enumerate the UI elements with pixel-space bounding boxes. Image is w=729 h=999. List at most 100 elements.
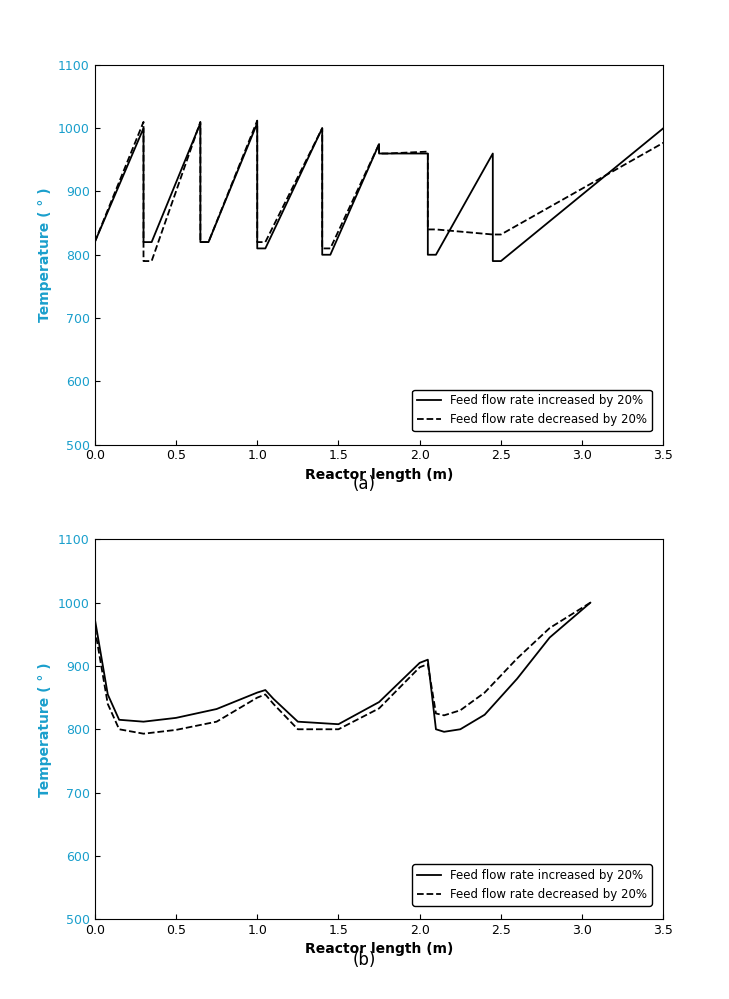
Feed flow rate decreased by 20% <box>326 243 335 255</box>
Feed flow rate decreased by 20% <box>318 243 327 255</box>
Feed flow rate decreased by 20% <box>114 723 123 735</box>
Feed flow rate increased by 20% <box>171 712 180 724</box>
Feed flow rate decreased by 20% <box>456 704 464 716</box>
Feed flow rate decreased by 20% <box>375 138 383 150</box>
Feed flow rate decreased by 20% <box>212 715 221 727</box>
Feed flow rate increased by 20% <box>253 686 262 698</box>
Feed flow rate increased by 20% <box>424 653 432 665</box>
Feed flow rate increased by 20% <box>104 688 112 700</box>
Legend: Feed flow rate increased by 20%, Feed flow rate decreased by 20%: Feed flow rate increased by 20%, Feed fl… <box>413 864 652 905</box>
Y-axis label: Temperature ( ° ): Temperature ( ° ) <box>39 188 52 322</box>
Feed flow rate increased by 20% <box>375 138 383 150</box>
Legend: Feed flow rate increased by 20%, Feed flow rate decreased by 20%: Feed flow rate increased by 20%, Feed fl… <box>413 390 652 431</box>
Feed flow rate decreased by 20% <box>261 688 270 700</box>
Feed flow rate increased by 20% <box>253 243 262 255</box>
Feed flow rate increased by 20% <box>432 249 440 261</box>
Feed flow rate decreased by 20% <box>269 698 278 710</box>
Feed flow rate decreased by 20% <box>424 658 432 670</box>
Feed flow rate decreased by 20% <box>204 236 213 248</box>
Feed flow rate increased by 20% <box>90 236 99 248</box>
Feed flow rate decreased by 20% <box>440 709 448 721</box>
Line: Feed flow rate increased by 20%: Feed flow rate increased by 20% <box>95 602 590 732</box>
Feed flow rate increased by 20% <box>512 672 521 684</box>
Feed flow rate decreased by 20% <box>196 116 205 128</box>
Feed flow rate increased by 20% <box>90 612 99 624</box>
Feed flow rate increased by 20% <box>294 715 303 727</box>
Feed flow rate decreased by 20% <box>104 698 112 710</box>
Feed flow rate increased by 20% <box>253 117 262 129</box>
Feed flow rate decreased by 20% <box>586 596 595 608</box>
Feed flow rate decreased by 20% <box>496 229 505 241</box>
Text: (b): (b) <box>353 951 376 969</box>
X-axis label: Reactor length (m): Reactor length (m) <box>305 942 453 956</box>
Feed flow rate increased by 20% <box>488 148 497 160</box>
Feed flow rate increased by 20% <box>416 657 424 669</box>
Feed flow rate decreased by 20% <box>432 707 440 719</box>
Feed flow rate decreased by 20% <box>659 137 668 149</box>
Feed flow rate increased by 20% <box>659 122 668 134</box>
Feed flow rate decreased by 20% <box>383 148 391 160</box>
Feed flow rate increased by 20% <box>139 715 148 727</box>
Feed flow rate decreased by 20% <box>253 691 262 703</box>
Feed flow rate decreased by 20% <box>488 229 497 241</box>
Feed flow rate increased by 20% <box>204 236 213 248</box>
Line: Feed flow rate decreased by 20%: Feed flow rate decreased by 20% <box>95 121 663 261</box>
Feed flow rate decreased by 20% <box>488 229 497 241</box>
Feed flow rate increased by 20% <box>334 718 343 730</box>
Feed flow rate decreased by 20% <box>253 236 262 248</box>
Feed flow rate increased by 20% <box>318 122 327 134</box>
Feed flow rate increased by 20% <box>196 236 205 248</box>
Feed flow rate decreased by 20% <box>147 255 156 267</box>
Feed flow rate increased by 20% <box>432 723 440 735</box>
Feed flow rate decreased by 20% <box>139 255 148 267</box>
Feed flow rate increased by 20% <box>212 703 221 715</box>
Feed flow rate decreased by 20% <box>90 622 99 634</box>
Feed flow rate decreased by 20% <box>253 115 262 127</box>
Feed flow rate decreased by 20% <box>139 116 148 128</box>
Y-axis label: Temperature ( ° ): Temperature ( ° ) <box>39 662 52 796</box>
Feed flow rate increased by 20% <box>375 148 383 160</box>
Feed flow rate increased by 20% <box>480 708 489 720</box>
Feed flow rate decreased by 20% <box>375 702 383 714</box>
Feed flow rate decreased by 20% <box>90 236 99 248</box>
Feed flow rate increased by 20% <box>139 236 148 248</box>
Feed flow rate increased by 20% <box>139 122 148 134</box>
Feed flow rate increased by 20% <box>488 255 497 267</box>
Feed flow rate decreased by 20% <box>424 146 432 158</box>
Feed flow rate increased by 20% <box>424 148 432 160</box>
Feed flow rate increased by 20% <box>261 243 270 255</box>
Feed flow rate decreased by 20% <box>432 224 440 236</box>
Line: Feed flow rate increased by 20%: Feed flow rate increased by 20% <box>95 123 663 261</box>
Feed flow rate increased by 20% <box>261 684 270 696</box>
Feed flow rate increased by 20% <box>440 726 448 738</box>
Feed flow rate decreased by 20% <box>318 122 327 134</box>
Feed flow rate increased by 20% <box>383 148 391 160</box>
Feed flow rate decreased by 20% <box>171 724 180 736</box>
Feed flow rate decreased by 20% <box>334 723 343 735</box>
Feed flow rate decreased by 20% <box>139 727 148 739</box>
Line: Feed flow rate decreased by 20%: Feed flow rate decreased by 20% <box>95 602 590 733</box>
Feed flow rate decreased by 20% <box>424 224 432 236</box>
Feed flow rate increased by 20% <box>456 723 464 735</box>
Feed flow rate increased by 20% <box>375 696 383 708</box>
Feed flow rate decreased by 20% <box>545 622 554 634</box>
Feed flow rate increased by 20% <box>269 693 278 705</box>
Feed flow rate increased by 20% <box>424 249 432 261</box>
Feed flow rate increased by 20% <box>318 249 327 261</box>
Feed flow rate increased by 20% <box>114 713 123 725</box>
Feed flow rate increased by 20% <box>586 596 595 608</box>
Feed flow rate decreased by 20% <box>416 661 424 673</box>
Feed flow rate increased by 20% <box>196 117 205 129</box>
X-axis label: Reactor length (m): Reactor length (m) <box>305 468 453 482</box>
Feed flow rate increased by 20% <box>147 236 156 248</box>
Feed flow rate decreased by 20% <box>196 236 205 248</box>
Feed flow rate decreased by 20% <box>375 148 383 160</box>
Feed flow rate increased by 20% <box>496 255 505 267</box>
Feed flow rate decreased by 20% <box>512 652 521 664</box>
Feed flow rate increased by 20% <box>545 631 554 643</box>
Feed flow rate decreased by 20% <box>261 236 270 248</box>
Text: (a): (a) <box>353 475 376 493</box>
Feed flow rate decreased by 20% <box>294 723 303 735</box>
Feed flow rate decreased by 20% <box>480 686 489 698</box>
Feed flow rate increased by 20% <box>326 249 335 261</box>
